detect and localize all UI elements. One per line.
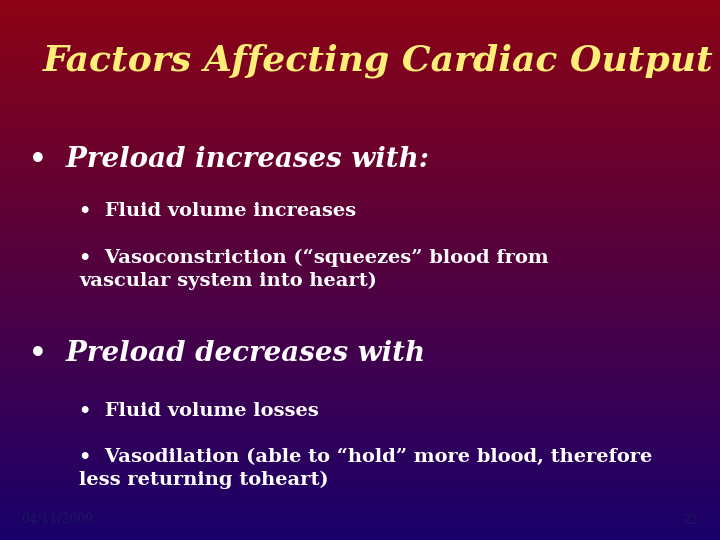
Text: •  Preload decreases with: • Preload decreases with bbox=[29, 340, 425, 367]
Text: •  Fluid volume increases: • Fluid volume increases bbox=[79, 202, 356, 220]
Text: 04/11/2009: 04/11/2009 bbox=[22, 514, 94, 526]
Text: •  Fluid volume losses: • Fluid volume losses bbox=[79, 402, 319, 420]
Text: Factors Affecting Cardiac Output: Factors Affecting Cardiac Output bbox=[43, 43, 714, 78]
Text: •  Preload increases with:: • Preload increases with: bbox=[29, 146, 429, 173]
Text: 22: 22 bbox=[683, 514, 698, 526]
Text: •  Vasoconstriction (“squeezes” blood from
vascular system into heart): • Vasoconstriction (“squeezes” blood fro… bbox=[79, 248, 549, 290]
Text: •  Vasodilation (able to “hold” more blood, therefore
less returning toheart): • Vasodilation (able to “hold” more bloo… bbox=[79, 448, 652, 489]
